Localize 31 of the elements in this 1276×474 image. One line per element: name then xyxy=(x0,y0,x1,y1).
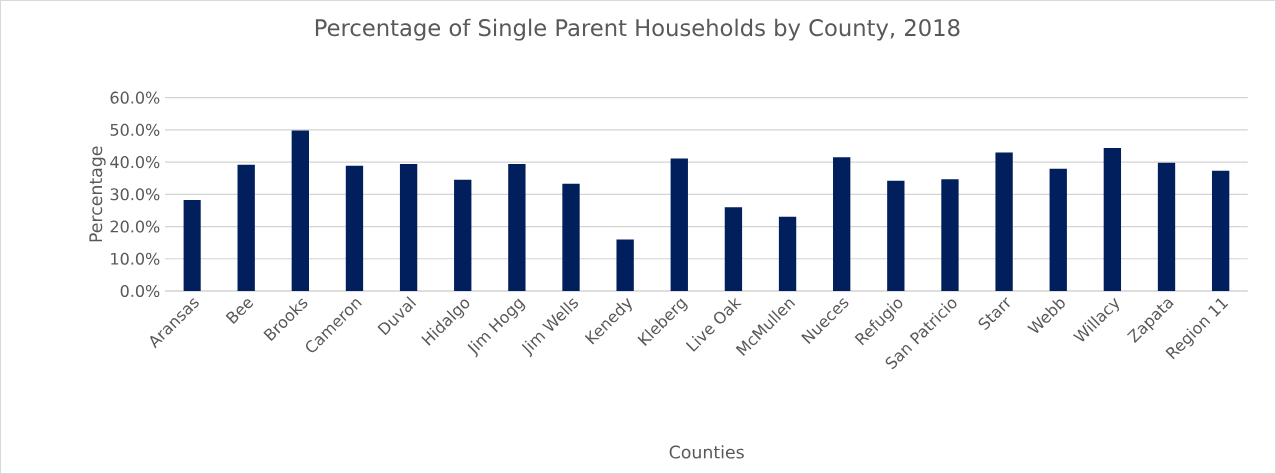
y-tick-label: 10.0% xyxy=(111,252,160,265)
bar xyxy=(345,165,364,291)
x-axis-title: Counties xyxy=(669,445,744,459)
x-tick-label: Bee xyxy=(225,299,254,324)
bar xyxy=(508,164,526,291)
bar xyxy=(399,164,418,291)
bar xyxy=(670,158,688,291)
bar xyxy=(1211,170,1230,291)
bar xyxy=(562,183,580,291)
bar xyxy=(887,180,905,291)
bar xyxy=(833,157,851,291)
bar xyxy=(183,200,201,291)
bar xyxy=(995,152,1013,291)
bar xyxy=(724,207,743,291)
y-tick-label: 20.0% xyxy=(110,220,160,233)
bar xyxy=(454,179,472,291)
bar xyxy=(1103,147,1122,291)
y-tick-label: 0.0% xyxy=(120,284,160,298)
bar xyxy=(1049,168,1067,291)
bar xyxy=(291,130,309,291)
bar xyxy=(778,216,797,291)
y-axis-title: Percentage xyxy=(89,146,106,242)
y-tick-label: 30.0% xyxy=(110,188,160,201)
y-tick-label: 60.0% xyxy=(110,91,160,104)
bar xyxy=(237,164,255,291)
y-tick-label: 50.0% xyxy=(110,123,160,136)
bar xyxy=(616,239,634,291)
bar xyxy=(941,179,959,291)
chart-title: Percentage of Single Parent Households by County, 2018 xyxy=(315,18,960,41)
y-tick-label: 40.0% xyxy=(110,156,160,169)
bar xyxy=(1157,162,1176,291)
